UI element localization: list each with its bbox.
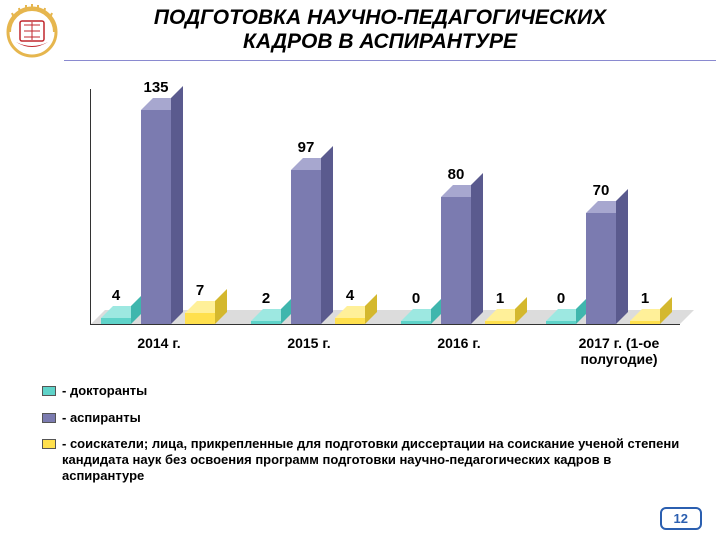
bar-value-label: 135 <box>136 79 176 96</box>
page-number-badge: 12 <box>660 507 702 530</box>
legend-swatch <box>42 386 56 396</box>
bar-value-label: 1 <box>625 290 665 307</box>
bar-aspirants <box>441 197 471 324</box>
bar-value-label: 97 <box>286 139 326 156</box>
bar-value-label: 4 <box>330 287 370 304</box>
x-axis-label: 2015 г. <box>244 335 374 351</box>
bar-value-label: 2 <box>246 290 286 307</box>
legend-swatch <box>42 413 56 423</box>
x-axis-label: 2014 г. <box>94 335 224 351</box>
legend-item: - соискатели; лица, прикрепленные для по… <box>42 436 690 485</box>
legend-item: - аспиранты <box>42 410 690 426</box>
bar-group: 41357 <box>101 89 231 324</box>
bar-aspirants <box>291 170 321 324</box>
bar-aspirants <box>141 110 171 324</box>
bar-group: 0801 <box>401 89 531 324</box>
bar-soiskateli <box>185 313 215 324</box>
legend-item: - докторанты <box>42 383 690 399</box>
title-underline <box>64 60 716 61</box>
page-number: 12 <box>674 511 688 526</box>
x-axis-labels: 2014 г.2015 г.2016 г.2017 г. (1-ое полуг… <box>90 329 680 353</box>
x-axis-label: 2016 г. <box>394 335 524 351</box>
x-axis-label: 2017 г. (1-ое полугодие) <box>539 335 699 367</box>
bar-value-label: 80 <box>436 166 476 183</box>
bar-value-label: 7 <box>180 282 220 299</box>
header: ПОДГОТОВКА НАУЧНО-ПЕДАГОГИЧЕСКИХ КАДРОВ … <box>0 0 720 60</box>
bar-doctorants <box>401 321 431 324</box>
bar-aspirants <box>586 213 616 324</box>
bar-value-label: 70 <box>581 182 621 199</box>
bar-soiskateli <box>630 321 660 324</box>
bar-value-label: 1 <box>480 290 520 307</box>
bar-soiskateli <box>335 318 365 324</box>
plot-area: 41357 2 97 4 0 80 1 0 70 1 <box>90 89 680 325</box>
legend: - докторанты - аспиранты - соискатели; лиц… <box>42 383 690 484</box>
legend-label: - соискатели; лица, прикрепленные для по… <box>62 436 690 485</box>
bar-doctorants <box>101 318 131 324</box>
title-line-1: ПОДГОТОВКА НАУЧНО-ПЕДАГОГИЧЕСКИХ <box>56 6 704 30</box>
bar-value-label: 4 <box>96 287 136 304</box>
bar-value-label: 0 <box>541 290 581 307</box>
title-line-2: КАДРОВ В АСПИРАНТУРЕ <box>56 30 704 54</box>
bar-group: 2974 <box>251 89 381 324</box>
page-title: ПОДГОТОВКА НАУЧНО-ПЕДАГОГИЧЕСКИХ КАДРОВ … <box>50 4 710 60</box>
bar-soiskateli <box>485 321 515 324</box>
bar-doctorants <box>546 321 576 324</box>
legend-label: - докторанты <box>62 383 147 399</box>
legend-swatch <box>42 439 56 449</box>
bar-group: 0701 <box>546 89 676 324</box>
bar-value-label: 0 <box>396 290 436 307</box>
bar-doctorants <box>251 321 281 324</box>
legend-label: - аспиранты <box>62 410 141 426</box>
bar-chart: 41357 2 97 4 0 80 1 0 70 1 2014 г. 2015 г. 2016 г. 2… <box>50 89 690 349</box>
